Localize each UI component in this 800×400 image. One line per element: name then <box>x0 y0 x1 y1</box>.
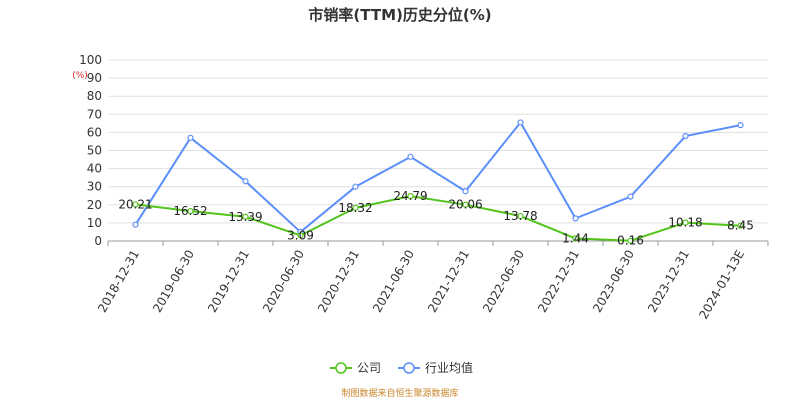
data-point <box>407 153 414 160</box>
data-point <box>407 193 414 200</box>
data-label: 3.09 <box>287 228 314 242</box>
x-tick-label: 2023-06-30 <box>590 248 637 315</box>
data-label: 24.79 <box>393 189 427 203</box>
data-point <box>242 178 249 185</box>
data-point <box>462 188 469 195</box>
data-point <box>682 132 689 140</box>
x-tick-label: 2020-06-30 <box>260 248 307 315</box>
x-tick-label: 2022-12-31 <box>535 248 582 315</box>
y-tick-label: 80 <box>87 89 102 103</box>
data-point <box>682 219 689 226</box>
x-tick-label: 2021-06-30 <box>370 248 417 315</box>
x-tick-label: 2021-12-31 <box>425 248 472 315</box>
y-tick-label: 90 <box>87 71 102 85</box>
data-point <box>517 212 524 220</box>
x-tick-label: 2022-06-30 <box>480 248 527 315</box>
data-label: 18.32 <box>338 201 372 215</box>
x-tick-label: 2019-06-30 <box>150 248 197 315</box>
x-axis: 2018-12-31 2019-06-30 2019-12-31 2020-06-30… <box>95 241 769 322</box>
data-point <box>627 237 634 244</box>
x-tick-label: 2024-01-13E <box>696 248 747 322</box>
data-label: 13.78 <box>503 209 537 223</box>
y-tick-label: 30 <box>87 180 102 194</box>
legend: 公司 行业均值 <box>330 360 473 375</box>
legend-label: 公司 <box>357 361 381 375</box>
data-point <box>187 207 194 215</box>
data-point <box>572 235 579 242</box>
y-tick-label: 70 <box>87 107 102 121</box>
data-label: 1.44 <box>562 231 589 245</box>
series-layer <box>132 119 744 244</box>
legend-item-0[interactable]: 公司 <box>330 361 381 375</box>
y-tick-label: 50 <box>87 144 102 158</box>
data-point <box>187 134 194 141</box>
y-axis-ticks: 0 10 20 30 40 50 60 70 80 90 100 <box>79 53 102 248</box>
data-point <box>517 119 524 126</box>
y-tick-label: 10 <box>87 216 102 230</box>
data-point <box>737 122 744 129</box>
y-tick-label: 20 <box>87 198 102 212</box>
legend-item-1[interactable]: 行业均值 <box>398 360 473 375</box>
data-labels: 20.21 16.52 13.39 3.09 18.32 24.79 20.06 13.78 1… <box>118 189 754 248</box>
data-label: 0.16 <box>617 234 644 248</box>
data-point <box>572 215 579 222</box>
data-point <box>132 221 139 228</box>
x-tick-label: 2019-12-31 <box>205 248 252 315</box>
chart-title: 市销率(TTM)历史分位(%) <box>308 6 491 24</box>
data-point <box>242 213 249 220</box>
series-line-1 <box>134 121 741 233</box>
legend-marker-icon <box>335 362 347 374</box>
data-point <box>627 193 634 200</box>
data-point <box>352 204 359 211</box>
data-point <box>462 201 469 208</box>
x-tick-label: 2020-12-31 <box>315 248 362 315</box>
y-tick-label: 0 <box>94 234 102 248</box>
data-point <box>737 222 744 229</box>
data-label: 13.39 <box>228 210 262 224</box>
data-point <box>132 201 139 208</box>
x-tick-label: 2018-12-31 <box>95 248 142 315</box>
data-label: 8.45 <box>727 219 754 233</box>
y-tick-label: 100 <box>79 53 102 67</box>
y-axis-unit: (%) <box>72 71 88 81</box>
y-tick-label: 60 <box>87 125 102 139</box>
grid-lines <box>108 59 768 242</box>
data-point <box>352 183 359 190</box>
series-line-0 <box>135 195 741 242</box>
data-label: 16.52 <box>173 204 207 218</box>
legend-label: 行业均值 <box>425 360 473 375</box>
data-point <box>297 232 304 239</box>
y-tick-label: 40 <box>87 162 102 176</box>
data-label: 20.06 <box>448 198 482 212</box>
data-label: 20.21 <box>118 197 152 211</box>
source-note: 制图数据来自恒生聚源数据库 <box>341 387 458 399</box>
data-label: 10.18 <box>668 216 702 230</box>
x-tick-label: 2023-12-31 <box>645 248 692 315</box>
legend-marker-icon <box>403 362 415 374</box>
